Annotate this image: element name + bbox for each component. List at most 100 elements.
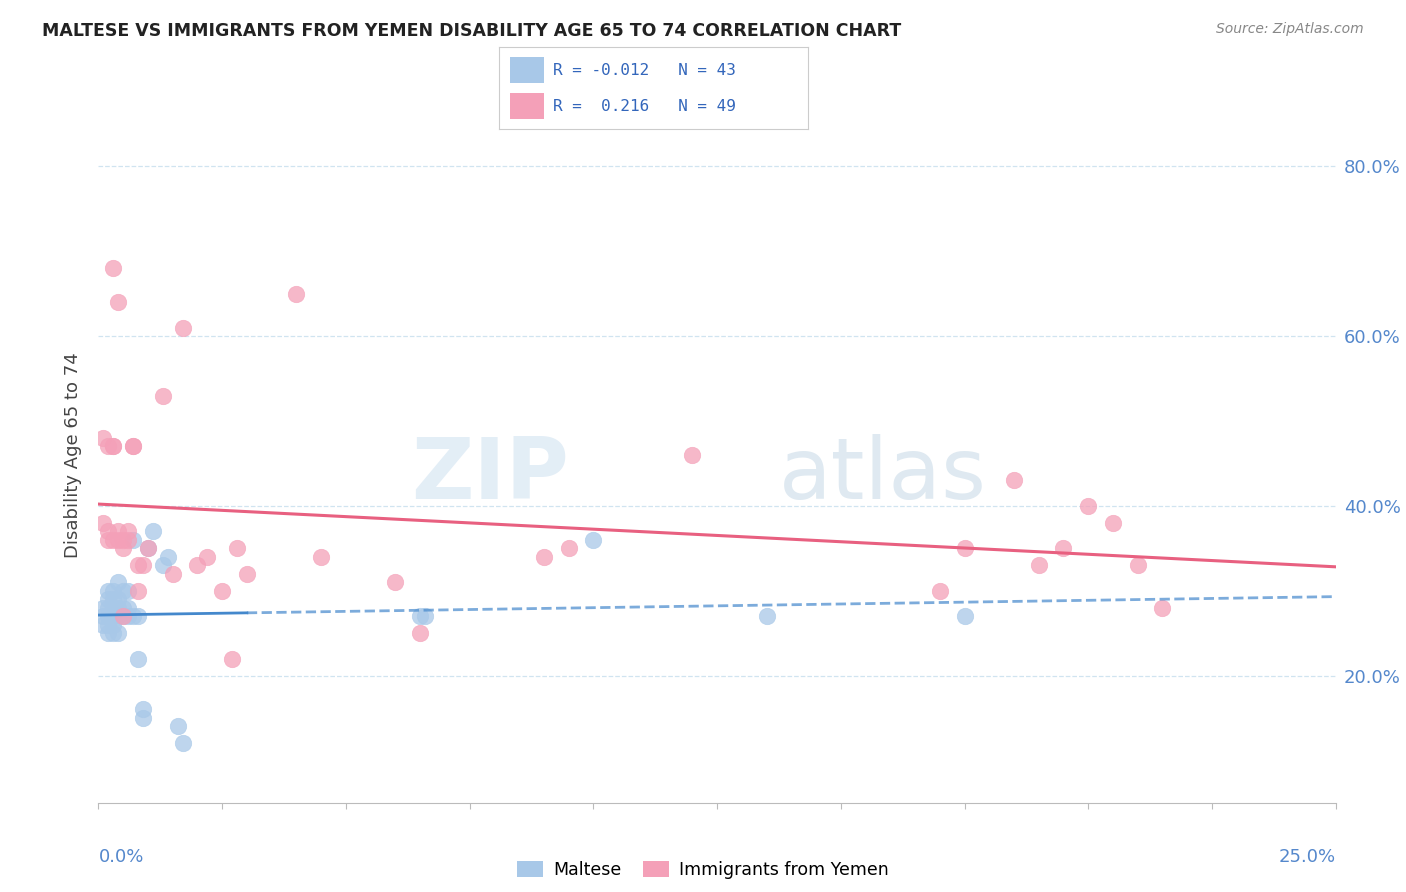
Point	[97, 439, 120, 453]
Point	[97, 626, 120, 640]
Point	[103, 600, 125, 615]
Point	[309, 549, 332, 564]
Text: atlas: atlas	[779, 434, 987, 517]
Text: R =  0.216   N = 49: R = 0.216 N = 49	[554, 99, 737, 114]
Point	[122, 439, 145, 453]
Text: MALTESE VS IMMIGRANTS FROM YEMEN DISABILITY AGE 65 TO 74 CORRELATION CHART: MALTESE VS IMMIGRANTS FROM YEMEN DISABIL…	[42, 22, 901, 40]
Point	[103, 533, 125, 547]
Point	[107, 533, 129, 547]
Point	[112, 541, 135, 556]
Point	[681, 448, 703, 462]
Bar	[510, 57, 544, 83]
Point	[97, 617, 120, 632]
Point	[172, 736, 194, 750]
Point	[195, 549, 218, 564]
Point	[112, 609, 135, 624]
Point	[186, 558, 208, 573]
Point	[97, 583, 120, 598]
Point	[112, 600, 135, 615]
Point	[221, 651, 243, 665]
Point	[226, 541, 249, 556]
Point	[409, 609, 432, 624]
Point	[103, 439, 125, 453]
Point	[117, 600, 139, 615]
Point	[1126, 558, 1149, 573]
Point	[1028, 558, 1050, 573]
Point	[953, 541, 976, 556]
Point	[1102, 516, 1125, 530]
Point	[236, 566, 259, 581]
Point	[136, 541, 159, 556]
Point	[533, 549, 555, 564]
Point	[127, 558, 149, 573]
Point	[103, 583, 125, 598]
Point	[132, 711, 155, 725]
Point	[127, 609, 149, 624]
Point	[117, 524, 139, 539]
Point	[1152, 600, 1174, 615]
Point	[97, 524, 120, 539]
Text: ZIP: ZIP	[411, 434, 568, 517]
Point	[1002, 474, 1025, 488]
Text: Source: ZipAtlas.com: Source: ZipAtlas.com	[1216, 22, 1364, 37]
Point	[112, 609, 135, 624]
Point	[122, 609, 145, 624]
Point	[103, 592, 125, 607]
Point	[103, 439, 125, 453]
Point	[132, 558, 155, 573]
Point	[97, 609, 120, 624]
Point	[152, 388, 174, 402]
Point	[132, 702, 155, 716]
Text: R = -0.012   N = 43: R = -0.012 N = 43	[554, 62, 737, 78]
Point	[93, 516, 115, 530]
Text: 25.0%: 25.0%	[1278, 848, 1336, 866]
Point	[117, 533, 139, 547]
Point	[107, 524, 129, 539]
Point	[103, 617, 125, 632]
Point	[97, 533, 120, 547]
Point	[127, 651, 149, 665]
Point	[107, 295, 129, 310]
Point	[112, 583, 135, 598]
Point	[409, 626, 432, 640]
Point	[122, 439, 145, 453]
Point	[162, 566, 184, 581]
Point	[582, 533, 605, 547]
Text: 0.0%: 0.0%	[98, 848, 143, 866]
Point	[122, 533, 145, 547]
Point	[103, 261, 125, 276]
Point	[107, 575, 129, 590]
Point	[755, 609, 778, 624]
Point	[928, 583, 950, 598]
Point	[413, 609, 436, 624]
Point	[1077, 499, 1099, 513]
Point	[136, 541, 159, 556]
Point	[117, 609, 139, 624]
Point	[93, 600, 115, 615]
Point	[107, 609, 129, 624]
Point	[97, 600, 120, 615]
Y-axis label: Disability Age 65 to 74: Disability Age 65 to 74	[65, 352, 83, 558]
Point	[172, 320, 194, 334]
Point	[953, 609, 976, 624]
Point	[107, 592, 129, 607]
Bar	[510, 94, 544, 120]
Point	[107, 626, 129, 640]
Point	[93, 617, 115, 632]
Legend: Maltese, Immigrants from Yemen: Maltese, Immigrants from Yemen	[517, 861, 889, 879]
Point	[117, 583, 139, 598]
Point	[156, 549, 179, 564]
Point	[107, 600, 129, 615]
Point	[112, 533, 135, 547]
Point	[97, 592, 120, 607]
Point	[127, 583, 149, 598]
Point	[93, 609, 115, 624]
Point	[142, 524, 165, 539]
Point	[103, 609, 125, 624]
Point	[93, 431, 115, 445]
Point	[285, 286, 308, 301]
Point	[1052, 541, 1074, 556]
Point	[557, 541, 579, 556]
Point	[211, 583, 233, 598]
Point	[103, 626, 125, 640]
